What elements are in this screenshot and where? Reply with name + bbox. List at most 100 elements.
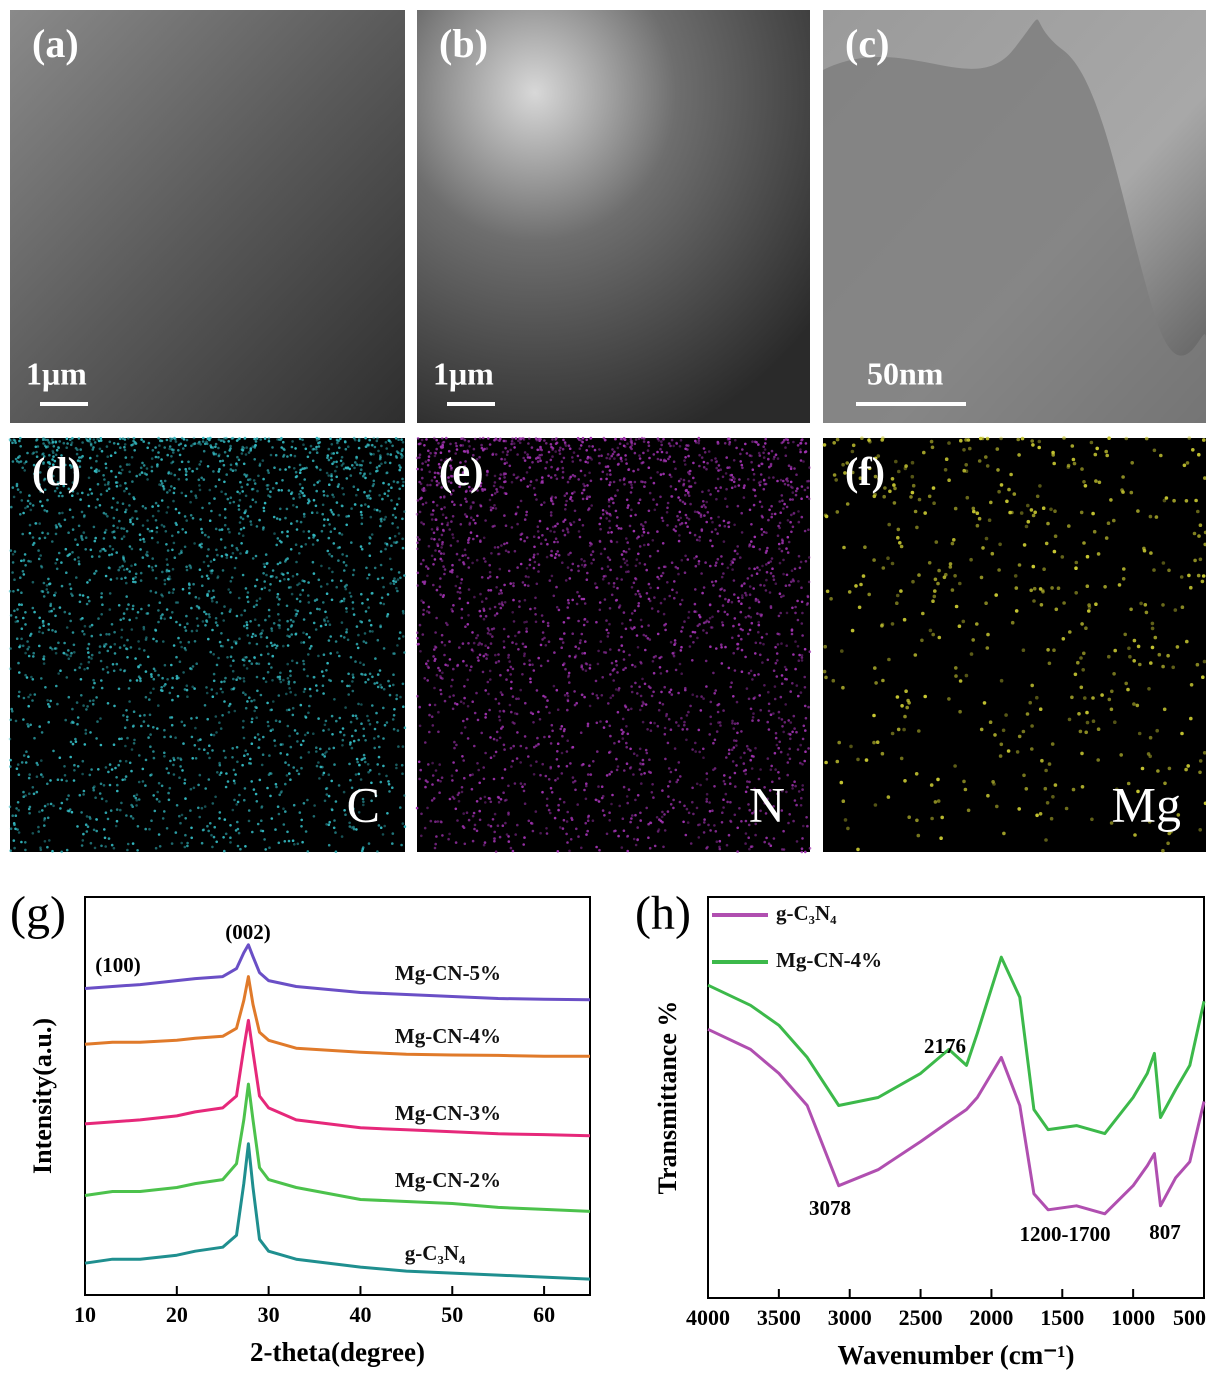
map-dot xyxy=(759,768,762,771)
map-dot xyxy=(697,441,700,445)
map-dot xyxy=(147,736,150,739)
map-dot xyxy=(57,483,60,486)
map-dot xyxy=(160,482,164,485)
map-dot xyxy=(289,674,292,677)
map-dot xyxy=(306,731,310,735)
map-dot xyxy=(525,620,528,624)
map-dot xyxy=(801,737,805,741)
map-dot xyxy=(364,436,367,440)
map-dot xyxy=(207,590,211,593)
map-dot xyxy=(287,682,291,686)
map-dot xyxy=(730,478,734,482)
map-dot xyxy=(43,509,46,512)
map-dot xyxy=(374,657,377,660)
map-dot xyxy=(193,687,196,690)
map-dot xyxy=(637,602,641,605)
map-dot xyxy=(215,601,219,604)
map-dot xyxy=(497,702,501,705)
map-dot xyxy=(271,679,274,682)
map-dot xyxy=(493,605,497,609)
map-dot xyxy=(288,687,291,690)
map-dot xyxy=(268,846,271,849)
map-dot xyxy=(416,631,419,634)
map-dot xyxy=(380,520,383,523)
map-dot xyxy=(424,741,427,744)
map-dot xyxy=(647,624,650,627)
map-dot xyxy=(527,819,531,823)
map-dot xyxy=(243,473,246,476)
map-dot xyxy=(715,466,718,470)
map-dot xyxy=(104,549,107,552)
map-dot xyxy=(146,519,149,522)
map-dot xyxy=(326,620,330,623)
map-dot xyxy=(527,575,530,579)
map-dot xyxy=(561,529,565,532)
map-dot xyxy=(109,454,113,458)
map-dot xyxy=(63,518,67,522)
map-dot xyxy=(756,566,759,569)
map-dot xyxy=(14,827,17,831)
map-dot xyxy=(190,667,193,671)
map-dot xyxy=(672,528,676,531)
map-dot xyxy=(781,725,784,728)
map-dot xyxy=(280,572,284,575)
map-dot xyxy=(104,845,107,848)
map-dot xyxy=(607,702,610,705)
map-dot xyxy=(289,625,293,628)
map-dot xyxy=(648,456,651,460)
map-dot xyxy=(584,669,588,672)
map-dot xyxy=(774,736,778,740)
map-dot xyxy=(714,689,717,692)
map-dot xyxy=(371,630,374,633)
map-dot xyxy=(574,645,577,648)
map-dot xyxy=(288,635,291,638)
map-dot xyxy=(245,656,248,659)
map-dot xyxy=(286,644,290,647)
map-dot xyxy=(652,796,655,799)
map-dot xyxy=(637,437,641,441)
map-dot xyxy=(479,614,483,618)
map-dot xyxy=(301,588,305,592)
map-dot xyxy=(366,714,369,718)
map-dot xyxy=(757,481,761,485)
map-dot xyxy=(790,513,793,517)
map-dot xyxy=(459,581,463,585)
map-dot xyxy=(553,651,556,654)
map-dot xyxy=(352,827,356,831)
map-dot xyxy=(197,747,201,751)
map-dot xyxy=(484,560,487,563)
map-dot xyxy=(736,647,739,651)
map-dot xyxy=(595,845,598,849)
map-dot xyxy=(85,815,89,818)
map-dot xyxy=(799,442,802,445)
map-dot xyxy=(716,440,720,444)
map-dot xyxy=(582,597,586,601)
map-dot xyxy=(375,711,378,715)
map-dot xyxy=(211,845,214,849)
map-dot xyxy=(79,618,83,621)
map-dot xyxy=(263,501,267,505)
map-dot xyxy=(460,790,464,794)
map-dot xyxy=(764,589,768,592)
map-dot xyxy=(789,690,792,693)
map-dot xyxy=(170,842,174,845)
map-dot xyxy=(241,726,245,729)
map-dot xyxy=(24,673,27,677)
map-dot xyxy=(42,462,45,466)
map-dot xyxy=(766,546,769,550)
map-dot xyxy=(771,780,774,784)
map-dot xyxy=(759,473,763,476)
map-dot xyxy=(643,682,647,686)
map-dot xyxy=(499,606,503,610)
map-dot xyxy=(721,811,724,814)
map-dot xyxy=(555,605,559,609)
map-dot xyxy=(338,716,342,720)
map-dot xyxy=(629,626,633,630)
map-dot xyxy=(461,471,465,474)
map-dot xyxy=(41,619,45,623)
map-dot xyxy=(402,705,405,708)
map-dot xyxy=(608,519,611,523)
map-dot xyxy=(506,450,510,453)
map-dot xyxy=(605,628,609,632)
map-dot xyxy=(331,579,334,582)
